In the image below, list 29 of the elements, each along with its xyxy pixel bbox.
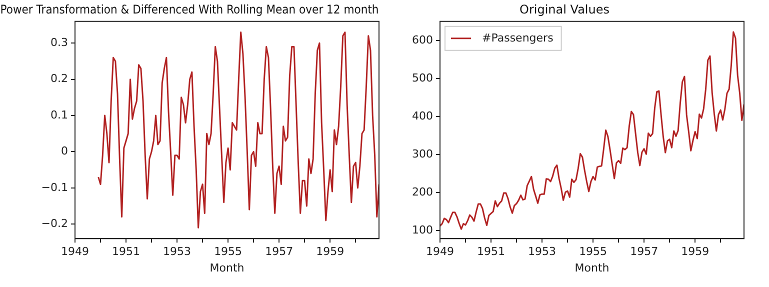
x-tick-label: 1955 xyxy=(579,245,608,258)
x-tick-label: 1949 xyxy=(426,245,454,258)
legend-label: #Passengers xyxy=(482,31,554,44)
x-tick-label: 1951 xyxy=(112,245,140,258)
x-tick-label: 1949 xyxy=(61,245,89,258)
y-tick-label: 0.1 xyxy=(50,108,68,122)
x-axis-title: Month xyxy=(574,261,610,274)
x-tick-label: 1959 xyxy=(316,245,344,258)
x-tick-label: 1955 xyxy=(214,245,242,258)
y-tick-label: 0.2 xyxy=(50,72,68,86)
y-tick-label: 100 xyxy=(412,223,433,236)
y-tick-label: 0 xyxy=(61,144,68,158)
y-tick-label: 600 xyxy=(412,33,433,46)
y-tick-label: 0.3 xyxy=(50,36,68,49)
chart-title: Original Values xyxy=(520,2,610,16)
x-tick-label: 1959 xyxy=(681,245,710,258)
y-tick-label: 300 xyxy=(412,147,433,160)
x-tick-label: 1957 xyxy=(265,245,294,258)
y-tick-label: 400 xyxy=(412,109,433,122)
x-tick-label: 1953 xyxy=(163,245,192,258)
y-tick-label: −0.2 xyxy=(41,216,68,230)
chart-title: Power Transformation & Differenced With Rolling Mean over 12 month xyxy=(0,2,379,16)
y-tick-label: −0.1 xyxy=(41,180,68,194)
x-tick-label: 1953 xyxy=(528,245,556,258)
x-tick-label: 1951 xyxy=(477,245,506,258)
y-tick-label: 500 xyxy=(412,71,433,84)
x-tick-label: 1957 xyxy=(630,245,658,258)
y-tick-label: 200 xyxy=(412,185,433,198)
x-axis-title: Month xyxy=(210,261,244,274)
